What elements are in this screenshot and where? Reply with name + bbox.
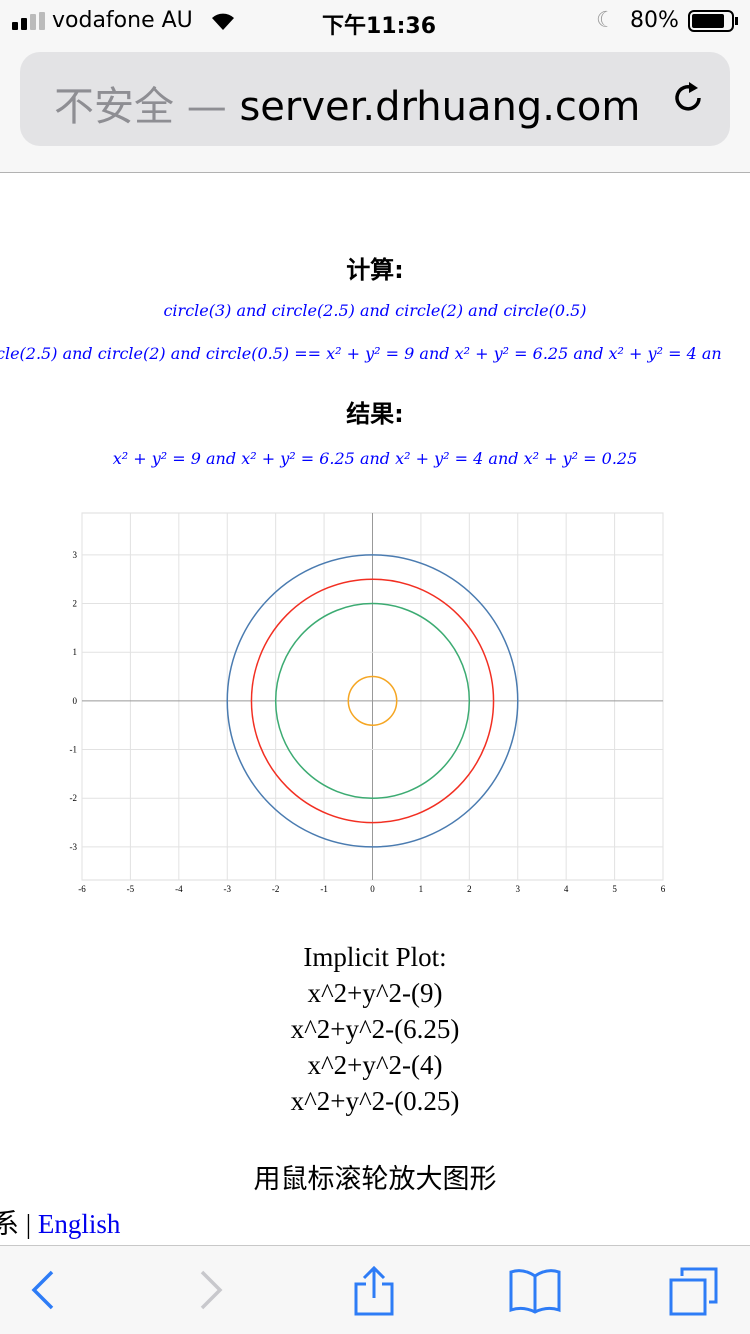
zoom-hint: 用鼠标滚轮放大图形 [253,1164,497,1194]
y-tick-label: -2 [70,793,78,803]
bookmarks-icon[interactable] [508,1266,562,1314]
english-link[interactable]: English [37,1209,121,1239]
x-tick-label: -5 [127,884,135,894]
y-tick-label: 2 [73,599,78,609]
result-expression: x² + y² = 9 and x² + y² = 6.25 and x² + … [112,449,638,468]
moon-icon: ☾ [596,8,616,33]
insecure-label: 不安全 — [54,84,227,130]
x-tick-label: 6 [661,884,666,894]
signal-icon [12,12,45,30]
x-tick-label: 0 [370,884,375,894]
x-tick-label: -2 [272,884,280,894]
x-tick-label: -4 [175,884,183,894]
curve-circle-r0.5 [347,675,398,726]
x-tick-label: 5 [612,884,617,894]
wifi-icon [212,13,234,30]
y-tick-label: -1 [70,745,78,755]
language-switcher: 系 | English [0,1202,120,1241]
carrier: vodafone AU [52,8,193,33]
browser-header: 不安全 — server.drhuang.com [0,40,750,173]
result-heading: 结果: [346,400,404,428]
y-tick-label: -3 [70,842,78,852]
y-tick-label: 1 [73,647,78,657]
caption-line: x^2+y^2-(9) [307,978,443,1008]
compute-heading: 计算: [346,256,404,284]
y-tick-label: 3 [73,550,78,560]
lang-prefix: 系 | [0,1209,32,1239]
address-bar[interactable]: 不安全 — server.drhuang.com [20,52,730,146]
reload-icon[interactable] [668,78,708,118]
caption-line: x^2+y^2-(6.25) [290,1014,460,1044]
x-tick-label: 2 [467,884,472,894]
curve-circle-r2.5 [250,578,495,824]
caption-line: Implicit Plot: [303,942,447,972]
x-tick-label: 1 [419,884,424,894]
clock: 下午11:36 [322,14,437,39]
curve-circle-r3 [226,554,519,848]
caption-line: x^2+y^2-(0.25) [290,1086,460,1116]
curve-circle-r2 [274,602,471,799]
x-tick-label: -3 [224,884,232,894]
forward-icon[interactable] [192,1266,228,1314]
back-icon[interactable] [26,1266,62,1314]
input-expression: circle(3) and circle(2.5) and circle(2) … [163,301,587,320]
x-tick-label: -6 [78,884,86,894]
x-tick-label: -1 [320,884,328,894]
y-tick-label: 0 [73,696,78,706]
battery-percent: 80% [630,8,679,33]
x-tick-label: 4 [564,884,569,894]
browser-toolbar [0,1245,750,1334]
battery-icon [688,10,738,32]
status-bar: vodafone AU 下午11:36 ☾ 80% [0,0,750,40]
tabs-icon[interactable] [668,1266,720,1316]
x-tick-label: 3 [516,884,521,894]
share-icon[interactable] [352,1266,396,1316]
caption-line: x^2+y^2-(4) [307,1050,443,1080]
url-domain: server.drhuang.com [239,84,641,130]
expanded-expression: cle(2.5) and circle(2) and circle(0.5) =… [0,344,722,363]
implicit-plot[interactable]: -6 -5 -4 -3 -2 -1 0 1 2 3 4 5 6 -3 -2 -1 0 1 2 3 [0,500,750,900]
